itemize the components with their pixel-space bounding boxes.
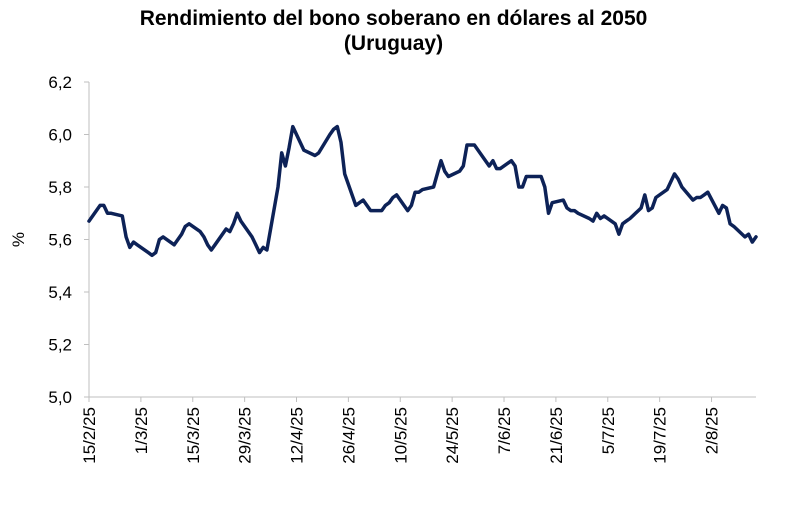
y-tick-label: 5,2 [48,336,72,355]
plot-area [87,124,758,258]
x-tick-label: 29/3/25 [236,407,255,464]
x-tick-label: 15/3/25 [184,407,203,464]
y-tick-label: 5,8 [48,178,72,197]
chart-title: Rendimiento del bono soberano en dólares… [0,6,787,56]
x-tick-label: 12/4/25 [288,407,307,464]
x-tick-label: 15/2/25 [80,407,99,464]
chart-axes [88,82,756,398]
x-tick-label: 1/3/25 [132,407,151,454]
x-tick-label: 21/6/25 [547,407,566,464]
x-tick-label: 7/6/25 [495,407,514,454]
y-tick-label: 5,4 [48,283,72,302]
x-tick-label: 19/7/25 [651,407,670,464]
x-tick-label: 5/7/25 [599,407,618,454]
x-tick-label: 10/5/25 [391,407,410,464]
y-tick-label: 6,0 [48,126,72,145]
x-tick-label: 24/5/25 [443,407,462,464]
x-axis-ticks: 15/2/25 1/3/25 15/3/25 29/3/25 12/4/25 26/4/2… [80,397,722,464]
chart-title-line-2: (Uruguay) [343,32,444,55]
series-line [87,124,758,258]
y-axis-label: % [9,232,28,247]
x-tick-label: 26/4/25 [339,407,358,464]
y-tick-label: 5,0 [48,388,72,407]
y-tick-label: 6,2 [48,73,72,92]
chart-title-line-1: Rendimiento del bono soberano en dólares… [139,7,648,30]
x-tick-label: 2/8/25 [703,407,722,454]
y-axis-ticks: 5,0 5,2 5,4 5,6 5,8 6,0 6,2 [48,73,89,407]
y-tick-label: 5,6 [48,231,72,250]
